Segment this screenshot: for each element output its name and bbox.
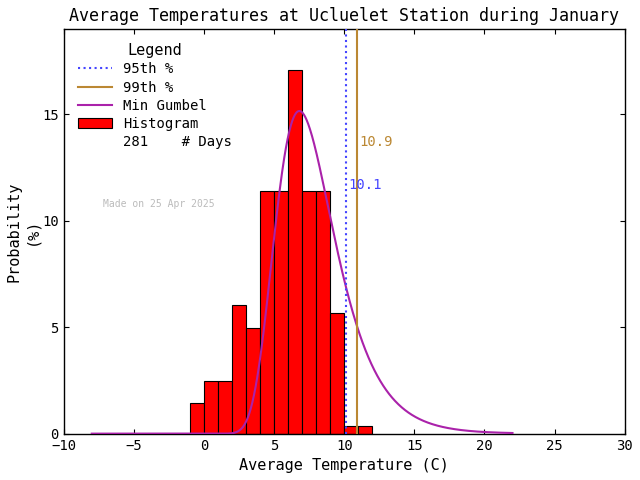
Bar	[330, 312, 344, 433]
Bar	[316, 191, 330, 433]
Legend: 95th %, 99th %, Min Gumbel, Histogram, 281    # Days: 95th %, 99th %, Min Gumbel, Histogram, 2…	[70, 36, 239, 156]
Bar	[274, 191, 288, 433]
Y-axis label: Probability
(%): Probability (%)	[7, 181, 39, 282]
Bar	[190, 403, 204, 433]
Bar	[358, 426, 372, 433]
Bar	[204, 381, 218, 433]
Text: 10.9: 10.9	[360, 135, 393, 149]
Bar	[288, 70, 302, 433]
Text: Made on 25 Apr 2025: Made on 25 Apr 2025	[103, 199, 214, 209]
Text: 10.1: 10.1	[348, 178, 382, 192]
Bar	[218, 381, 232, 433]
Bar	[246, 328, 260, 433]
Bar	[344, 426, 358, 433]
Title: Average Temperatures at Ucluelet Station during January: Average Temperatures at Ucluelet Station…	[69, 7, 620, 25]
Bar	[260, 191, 274, 433]
Bar	[302, 191, 316, 433]
Bar	[232, 305, 246, 433]
X-axis label: Average Temperature (C): Average Temperature (C)	[239, 458, 449, 473]
